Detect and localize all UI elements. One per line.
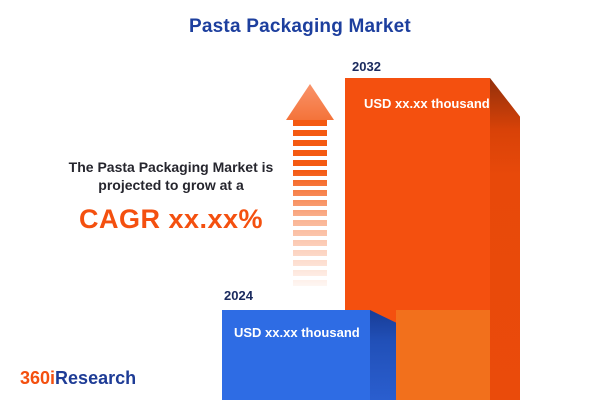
description-line-2: projected to grow at a xyxy=(98,177,244,193)
bar-2032-value-label: USD xx.xx thousand xyxy=(364,96,490,111)
arrow-up-icon xyxy=(286,84,334,120)
cagr-value: CAGR xx.xx% xyxy=(78,204,264,234)
bar-2032-lower-shade xyxy=(396,310,490,400)
logo-research: Research xyxy=(55,368,137,388)
bar-2024-value-label: USD xx.xx thousand xyxy=(234,325,360,340)
description-block: The Pasta Packaging Market is projected … xyxy=(38,158,304,235)
bar-2024-side-face xyxy=(370,310,396,400)
bar-2032-side-face xyxy=(490,78,520,400)
bar-2032-year-label: 2032 xyxy=(352,59,381,74)
logo-360i: 360i xyxy=(20,368,56,388)
logo: 360iResearch xyxy=(20,368,136,389)
bar-2024-year-label: 2024 xyxy=(224,288,253,303)
description-line-1: The Pasta Packaging Market is xyxy=(68,159,274,175)
bar-2024 xyxy=(222,310,370,400)
arrow-shaft-stripes xyxy=(293,120,327,286)
page-title: Pasta Packaging Market xyxy=(189,16,411,37)
